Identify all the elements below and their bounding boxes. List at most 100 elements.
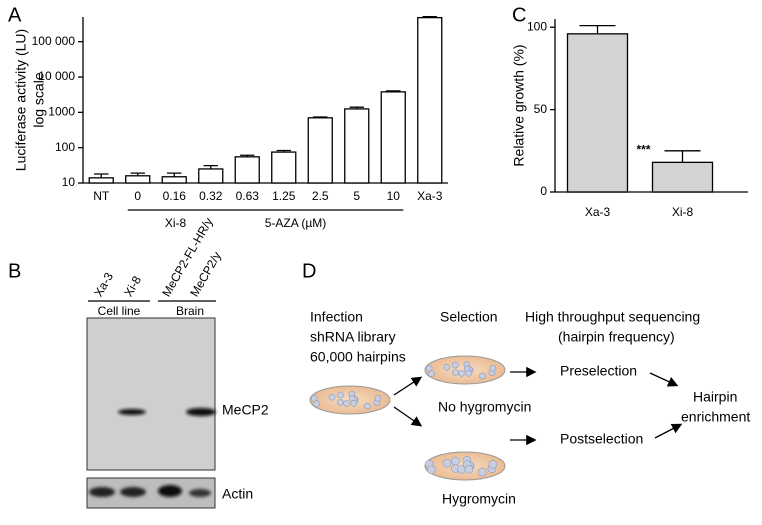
blot-membrane — [86, 317, 216, 471]
bar — [566, 33, 629, 193]
arrow — [393, 406, 423, 427]
cell — [374, 395, 382, 402]
error-bar — [240, 154, 255, 157]
y-axis-label: Relative growth (%) — [511, 44, 527, 166]
band-label: Actin — [222, 486, 253, 502]
panel-label: D — [302, 260, 316, 282]
cell — [464, 465, 474, 474]
panel-label: A — [8, 4, 22, 26]
y-tick-label: 1000 — [48, 105, 75, 119]
cell — [465, 370, 473, 377]
cell — [443, 363, 451, 371]
arrow — [654, 423, 683, 439]
lane-label: Xa-3 — [91, 270, 116, 299]
condition-text: Hygromycin — [442, 491, 516, 507]
bar — [234, 156, 260, 184]
x-tick-label: 0 — [134, 189, 141, 203]
sample-text: Preselection — [560, 363, 637, 379]
lane-label: Xi-8 — [121, 273, 144, 299]
step-text: High throughput sequencing — [525, 309, 700, 325]
error-bar — [386, 90, 401, 92]
cell — [337, 399, 344, 406]
y-tick-label: 0 — [540, 184, 547, 198]
band — [186, 408, 216, 416]
bar — [88, 177, 114, 184]
step-text: Selection — [440, 309, 498, 325]
diagram: Infection shRNA library 60,000 hairpins … — [309, 309, 750, 507]
x-tick-label: 1.25 — [272, 189, 296, 203]
cell — [343, 400, 350, 407]
cell — [425, 364, 433, 372]
cell — [458, 370, 465, 377]
cell — [428, 370, 435, 378]
x-tick-label: Xa-3 — [585, 205, 611, 219]
cell — [337, 391, 344, 399]
bar — [271, 151, 297, 184]
panel-label: B — [8, 260, 21, 282]
error-bar — [579, 24, 616, 34]
cell — [478, 467, 487, 477]
sample-text: Postselection — [560, 431, 643, 447]
step-text: (hairpin frequency) — [558, 329, 675, 345]
group-label: 5-AZA (µM) — [265, 216, 327, 230]
x-tick-label: 10 — [387, 189, 401, 203]
result-text: Hairpin — [693, 389, 737, 405]
error-bar — [94, 173, 109, 178]
bar — [198, 168, 224, 184]
bar — [161, 176, 187, 184]
cell — [350, 400, 358, 407]
y-tick-label: 100 — [527, 19, 547, 33]
error-bar — [313, 116, 328, 118]
group-label: Brain — [176, 304, 204, 318]
bar — [344, 108, 370, 184]
step-text: 60,000 hairpins — [310, 349, 406, 365]
cell — [452, 369, 459, 376]
arrow — [393, 376, 423, 396]
y-tick-label: 10 000 — [38, 69, 75, 83]
cell — [313, 400, 320, 408]
error-bar — [203, 164, 218, 169]
arrow — [649, 372, 679, 387]
annotation: *** — [636, 143, 650, 157]
x-tick-label: 0.63 — [236, 189, 260, 203]
x-tick-label: 5 — [353, 189, 360, 203]
band — [89, 487, 115, 497]
band-label: MeCP2 — [222, 402, 269, 418]
x-tick-label: Xi-8 — [672, 205, 694, 219]
y-tick-label: 100 — [55, 140, 75, 154]
y-tick-label: 100 000 — [32, 34, 76, 48]
error-bar — [422, 16, 437, 18]
bar — [125, 175, 151, 184]
group-label: Xi-8 — [165, 216, 187, 230]
band — [118, 409, 146, 415]
step-text: shRNA library — [310, 329, 396, 345]
cell — [328, 393, 336, 401]
bar — [417, 16, 443, 184]
y-tick-label: 50 — [534, 102, 548, 116]
error-bar — [167, 172, 182, 177]
x-tick-label: 2.5 — [312, 189, 329, 203]
x-tick-label: Xa-3 — [417, 189, 443, 203]
cell — [442, 458, 452, 468]
cell — [488, 460, 498, 469]
error-bar — [130, 172, 145, 176]
bar — [307, 117, 333, 184]
bar — [380, 91, 406, 184]
cell — [427, 465, 436, 475]
x-tick-label: 0.32 — [199, 189, 223, 203]
result-text: enrichment — [681, 409, 750, 425]
band — [158, 485, 182, 497]
x-tick-label: 0.16 — [163, 189, 187, 203]
bar — [651, 161, 714, 193]
error-bar — [276, 149, 291, 153]
error-bar — [664, 150, 701, 163]
y-axis-label: Luciferase activity (LU) — [13, 29, 29, 171]
cell — [451, 456, 460, 466]
blot: Xa-3 Xi-8 MeCP2-FL-HR/y MeCP2/y Cell lin… — [86, 215, 269, 509]
cell — [452, 361, 459, 369]
band — [189, 489, 211, 497]
error-bar — [349, 106, 364, 109]
x-tick-label: NT — [93, 189, 110, 203]
group-label: Cell line — [98, 304, 141, 318]
